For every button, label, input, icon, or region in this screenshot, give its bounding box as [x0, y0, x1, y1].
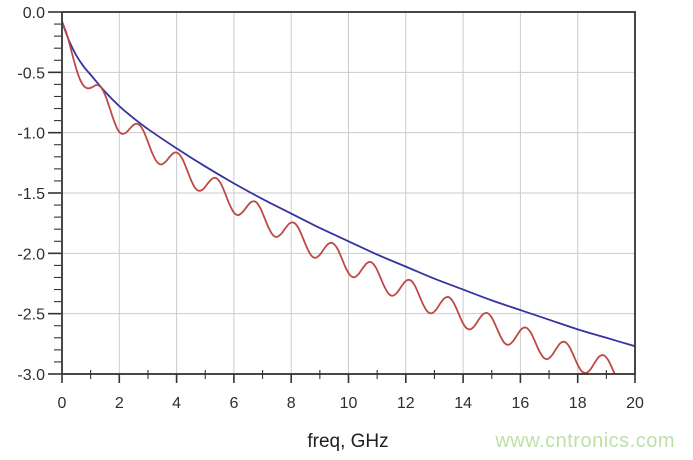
x-tick-label: 20 — [626, 395, 644, 412]
axis-ticks — [48, 11, 636, 383]
y-tick-label: -1.0 — [17, 126, 45, 143]
x-tick-label: 18 — [569, 395, 587, 412]
y-tick-label: 0.0 — [23, 5, 45, 22]
x-tick-label: 6 — [229, 395, 238, 412]
y-tick-label: -0.5 — [17, 65, 45, 82]
x-tick-label: 8 — [287, 395, 296, 412]
series-blue-curve — [62, 20, 635, 348]
x-tick-label: 14 — [454, 395, 472, 412]
series-group — [62, 20, 635, 374]
watermark-text: www.cntronics.com — [495, 430, 675, 452]
y-tick-label: -1.5 — [17, 186, 45, 203]
x-tick-label: 10 — [340, 395, 358, 412]
series-red-curve — [62, 20, 616, 374]
x-tick-label: 12 — [397, 395, 415, 412]
y-tick-label: -3.0 — [17, 367, 45, 384]
x-tick-label: 2 — [115, 395, 124, 412]
x-tick-label: 4 — [172, 395, 181, 412]
x-tick-label: 0 — [58, 395, 67, 412]
y-tick-label: -2.0 — [17, 246, 45, 263]
gridlines — [62, 12, 635, 374]
x-axis-label: freq, GHz — [307, 431, 389, 452]
x-tick-label: 16 — [512, 395, 530, 412]
y-tick-label: -2.5 — [17, 307, 45, 324]
tick-labels: 0 2 4 6 8 10 12 14 16 18 20 0.0 -0.5 -1.0 -1.5 -2.0 -2.5… — [17, 5, 644, 412]
